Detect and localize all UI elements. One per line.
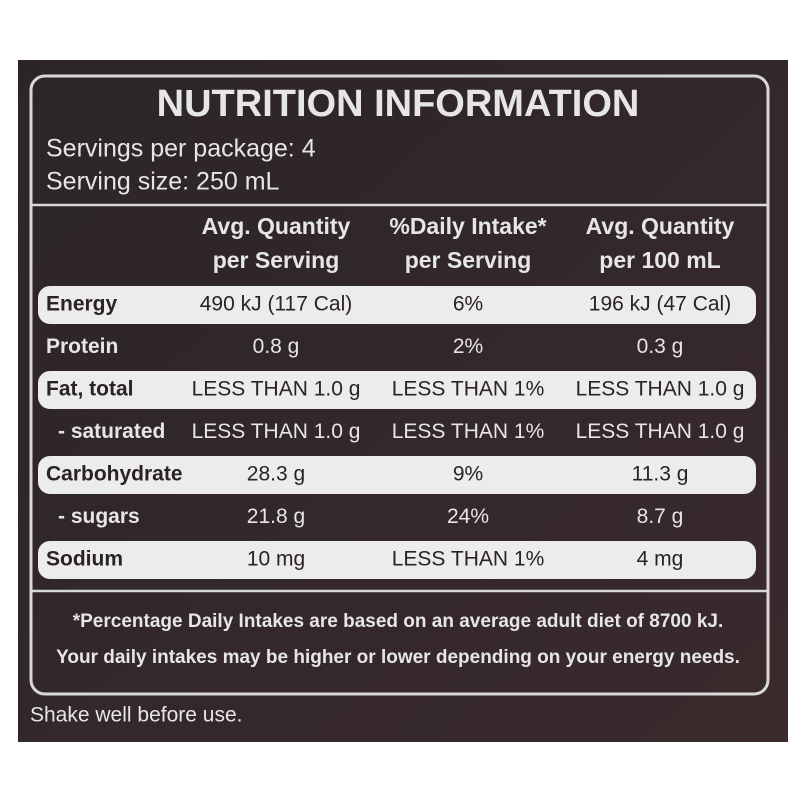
cell: 6% <box>453 293 483 316</box>
row-highlight <box>38 456 756 494</box>
note: Shake well before use. <box>30 704 242 727</box>
column-header: per 100 mL <box>599 247 720 273</box>
cell: 24% <box>447 505 489 528</box>
cell: LESS THAN 1% <box>392 378 545 401</box>
frame <box>29 74 770 696</box>
cell: 4 mg <box>637 548 684 571</box>
cell: 0.8 g <box>253 335 300 358</box>
cell: LESS THAN 1.0 g <box>192 420 361 443</box>
cell: LESS THAN 1.0 g <box>576 420 745 443</box>
row-label: - sugars <box>58 505 140 528</box>
servings: Servings per package: 4 <box>46 135 316 163</box>
row-label: Carbohydrate <box>46 463 183 486</box>
column-header: Avg. Quantity <box>586 213 735 239</box>
column-header: Avg. Quantity <box>202 213 351 239</box>
cell: 490 kJ (117 Cal) <box>200 293 353 316</box>
footnote: Your daily intakes may be higher or lowe… <box>56 647 740 668</box>
cell: LESS THAN 1.0 g <box>192 378 361 401</box>
row-highlight <box>38 541 756 579</box>
cell: LESS THAN 1% <box>392 420 545 443</box>
cell: 0.3 g <box>637 335 684 358</box>
title: NUTRITION INFORMATION <box>157 83 640 125</box>
serving-size: Serving size: 250 mL <box>46 168 280 196</box>
cell: 9% <box>453 463 483 486</box>
cell: 2% <box>453 335 483 358</box>
cell: 10 mg <box>247 548 305 571</box>
cell: 11.3 g <box>632 463 689 486</box>
column-header: per Serving <box>405 247 532 273</box>
cell: 196 kJ (47 Cal) <box>589 293 731 316</box>
cell: LESS THAN 1% <box>392 548 545 571</box>
table: Avg. Quantity per Serving %Daily Intake* pe… <box>38 213 756 579</box>
row-label: Fat, total <box>46 378 134 401</box>
cell: 8.7 g <box>637 505 684 528</box>
row-label: Sodium <box>46 548 123 571</box>
cell: LESS THAN 1.0 g <box>576 378 745 401</box>
row-highlight <box>38 286 756 324</box>
cell: 28.3 g <box>247 463 305 486</box>
cell: 21.8 g <box>247 505 305 528</box>
row-label: - saturated <box>58 420 165 443</box>
column-header: %Daily Intake* <box>389 213 546 239</box>
row-label: Protein <box>46 335 118 358</box>
footnote: *Percentage Daily Intakes are based on a… <box>73 611 724 632</box>
column-header: per Serving <box>213 247 340 273</box>
row-highlight <box>38 371 756 409</box>
row-label: Energy <box>46 293 118 316</box>
